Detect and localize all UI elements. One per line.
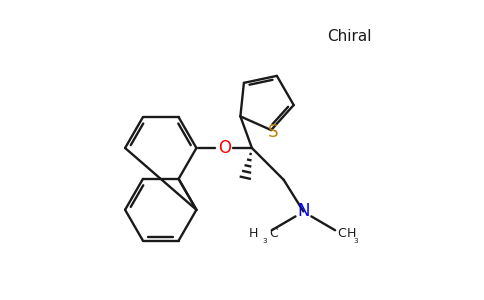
Text: H: H xyxy=(248,227,258,240)
Text: $_3$: $_3$ xyxy=(353,236,359,246)
Text: O: O xyxy=(218,139,231,157)
Text: N: N xyxy=(297,202,310,220)
Text: $_3$: $_3$ xyxy=(262,236,268,246)
Text: C: C xyxy=(337,227,346,240)
Text: S: S xyxy=(268,123,278,141)
Text: Chiral: Chiral xyxy=(327,28,371,44)
Text: C: C xyxy=(270,227,278,240)
Text: H: H xyxy=(347,227,356,240)
